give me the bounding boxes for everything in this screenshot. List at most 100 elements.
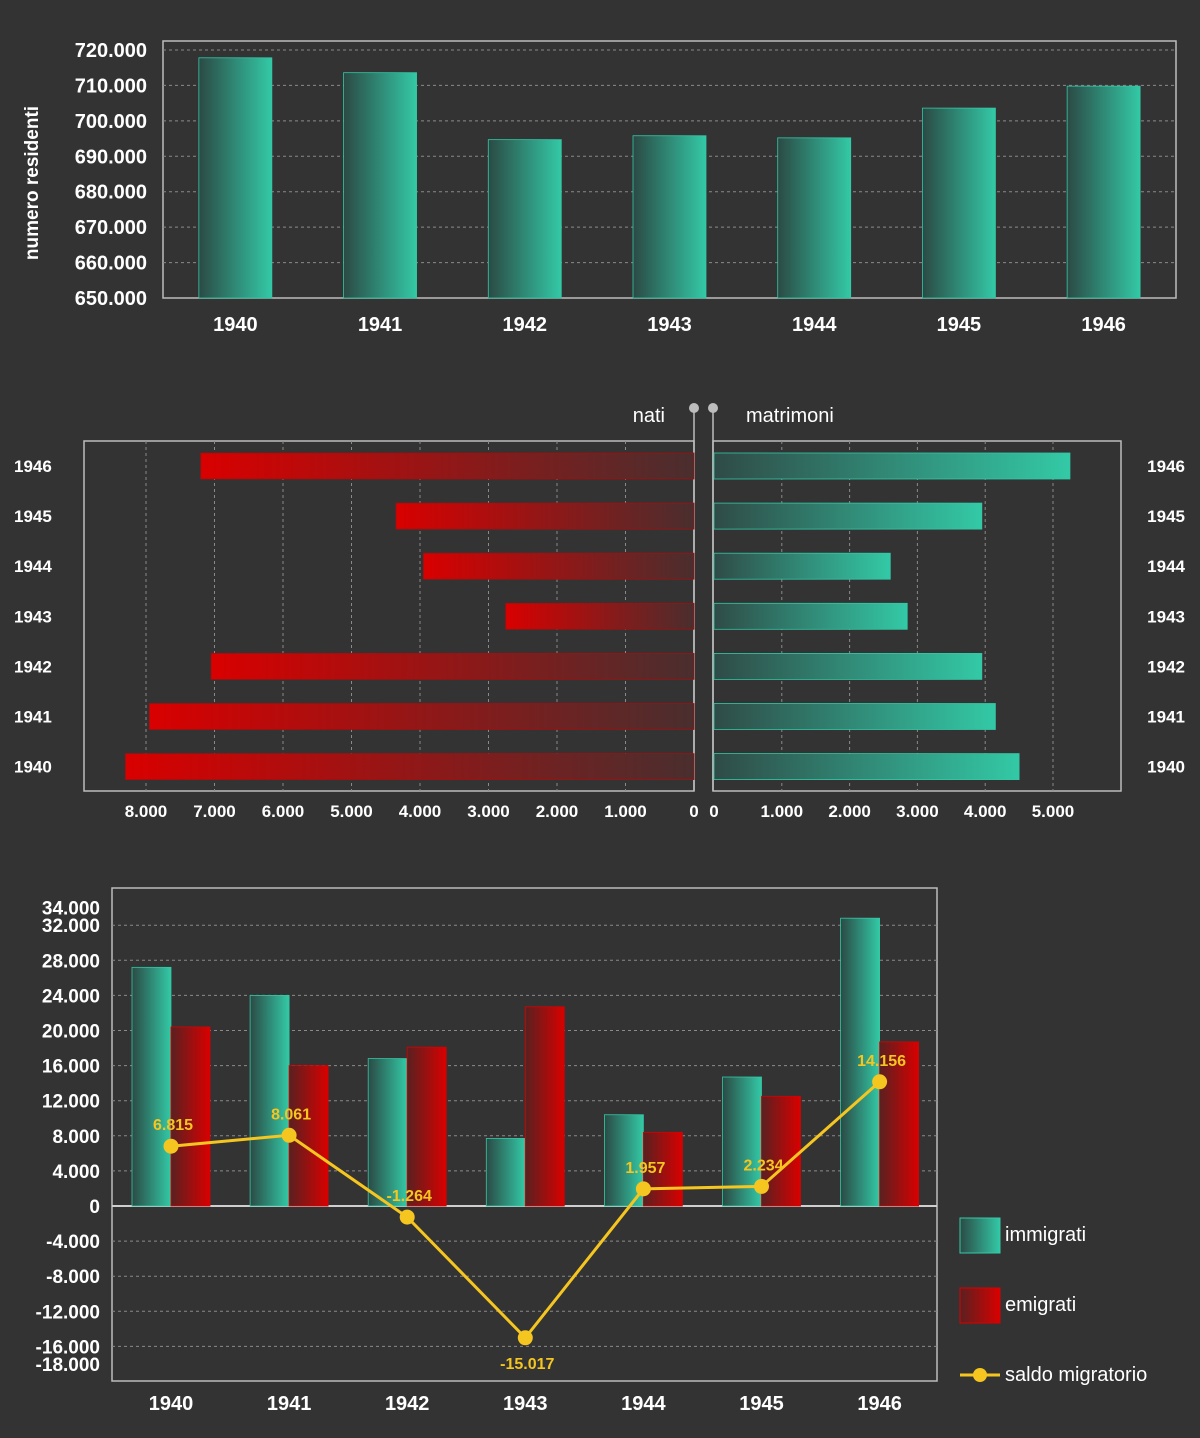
y-tick-label: 28.000: [42, 951, 100, 972]
matrimoni-bar-1943: [713, 602, 908, 630]
saldo-point-1941: [281, 1127, 297, 1143]
right-header: matrimoni: [746, 405, 834, 427]
left-marker-dot: [689, 403, 699, 413]
y-tick-label: 650.000: [75, 288, 147, 310]
nati-bar-1945: [395, 502, 695, 530]
bar-1940: [198, 57, 273, 299]
x-tick-label-left: 2.000: [536, 802, 579, 821]
saldo-data-label: 1.957: [625, 1160, 665, 1177]
right-marker-dot: [708, 403, 718, 413]
x-tick-label-right: 3.000: [896, 802, 939, 821]
y-axis-label: numero residenti: [22, 106, 43, 260]
saldo-data-label: -15.017: [500, 1356, 554, 1373]
x-tick-label-left: 3.000: [467, 802, 510, 821]
legend-immigrati-label: immigrati: [1005, 1224, 1086, 1246]
y-tick-label-right: 1945: [1147, 507, 1185, 526]
saldo-point-1946: [872, 1074, 888, 1090]
y-tick-label: -12.000: [36, 1302, 100, 1323]
x-tick-label: 1945: [739, 1393, 784, 1415]
saldo-point-1945: [754, 1178, 769, 1194]
legend: immigrati emigrati saldo migratorio: [959, 1217, 1147, 1386]
matrimoni-bar-1946: [713, 452, 1071, 480]
y-tick-label-left: 1944: [14, 557, 52, 576]
y-tick-label: 24.000: [42, 986, 100, 1007]
bar-1945: [922, 107, 996, 299]
bar-1944: [777, 137, 852, 299]
matrimoni-bar-1942: [713, 653, 983, 680]
x-tick-labels: 1940 1941 1942 1943 1944 1945 1946: [149, 1393, 902, 1415]
y-tick-label-right: 1943: [1147, 607, 1185, 626]
y-tick-label: -8.000: [46, 1267, 100, 1288]
x-tick-label-left: 8.000: [125, 802, 168, 821]
matrimoni-bar-1941: [713, 703, 996, 730]
y-tick-label-right: 1942: [1147, 657, 1185, 676]
saldo-data-label: 6.815: [153, 1117, 193, 1134]
births-marriages-chart: 1946 1946 1945 1945 1944 1944 1943 1943 1942 1942…: [14, 400, 1186, 821]
x-tick-label-left: 6.000: [262, 802, 305, 821]
x-tick-label-right: 1.000: [761, 802, 804, 821]
emigrati-bar-1946: [879, 1041, 919, 1207]
y-tick-labels: 720.000 710.000 700.000 690.000 680.000 670.0…: [75, 40, 147, 310]
y-tick-label: 20.000: [42, 1022, 100, 1043]
x-tick-label: 1946: [857, 1393, 902, 1415]
y-tick-label-left: 1946: [14, 457, 52, 476]
immigrati-bar-1943: [485, 1138, 526, 1207]
x-tick-label: 1944: [621, 1393, 666, 1415]
x-tick-label-left: 5.000: [330, 802, 373, 821]
y-tick-label: 670.000: [75, 217, 147, 239]
y-tick-label: 660.000: [75, 253, 147, 275]
x-tick-label: 1942: [385, 1393, 430, 1415]
nati-bar-1942: [210, 653, 695, 680]
y-tick-labels: 1946 1946 1945 1945 1944 1944 1943 1943 1942 1942…: [14, 457, 1186, 777]
x-tick-label-left: 0: [689, 802, 698, 821]
y-tick-label-left: 1941: [14, 708, 52, 727]
x-tick-label-right: 2.000: [828, 802, 871, 821]
y-tick-label: 34.000: [42, 899, 100, 920]
x-tick-labels: 8.000 7.000 6.000 5.000 4.000 3.000 2.000 1.000…: [125, 802, 1075, 821]
nati-bar-1946: [200, 452, 695, 480]
legend-saldo-marker: [973, 1368, 987, 1382]
center-gap: [695, 400, 712, 795]
legend-saldo-label: saldo migratorio: [1005, 1364, 1147, 1386]
bars: [125, 452, 1071, 780]
immigrati-bar-1946: [840, 917, 880, 1207]
y-tick-label: 16.000: [42, 1057, 100, 1078]
y-tick-label-right: 1940: [1147, 758, 1185, 777]
y-tick-label: 700.000: [75, 111, 147, 133]
x-tick-label: 1941: [267, 1393, 312, 1415]
saldo-point-1944: [635, 1181, 651, 1197]
y-tick-label: 690.000: [75, 146, 147, 168]
x-tick-label: 1943: [647, 314, 692, 336]
y-tick-label: 8.000: [52, 1127, 100, 1148]
nati-bar-1940: [125, 753, 695, 780]
nati-bar-1941: [149, 703, 695, 730]
emigrati-bar-1942: [406, 1046, 447, 1207]
gridlines: [112, 924, 937, 1347]
y-tick-label-left: 1942: [14, 657, 52, 676]
x-tick-label: 1941: [358, 314, 403, 336]
matrimoni-bar-1944: [713, 552, 891, 580]
saldo-data-label: -1.264: [387, 1188, 432, 1205]
x-tick-label-left: 1.000: [604, 802, 647, 821]
matrimoni-bar-1945: [713, 502, 983, 530]
saldo-data-label: 2.234: [743, 1157, 783, 1174]
x-tick-labels: 1940 1941 1942 1943 1944 1945 1946: [213, 314, 1126, 336]
emigrati-bar-1943: [524, 1006, 565, 1207]
legend-emigrati-swatch: [959, 1287, 1001, 1324]
saldo-data-label: 8.061: [271, 1106, 311, 1123]
emigrati-bar-1940: [170, 1026, 211, 1207]
x-tick-label: 1940: [213, 314, 258, 336]
legend-immigrati-swatch: [959, 1217, 1001, 1254]
bar-1942: [487, 139, 562, 299]
y-tick-label-left: 1940: [14, 758, 52, 777]
residents-chart: 720.000 710.000 700.000 690.000 680.000 670.0…: [22, 40, 1177, 336]
y-tick-label: -4.000: [46, 1232, 100, 1253]
x-tick-label: 1945: [937, 314, 982, 336]
y-tick-label: 0: [89, 1197, 100, 1218]
bar-1943: [632, 135, 707, 299]
y-tick-label: 680.000: [75, 182, 147, 204]
x-tick-label-left: 7.000: [193, 802, 236, 821]
plot-area: [111, 887, 938, 1382]
